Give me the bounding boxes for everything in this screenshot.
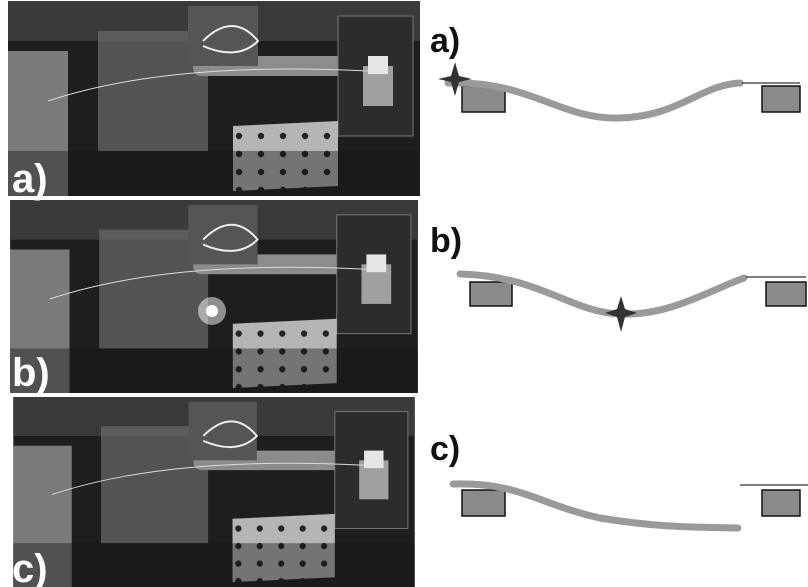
photo — [10, 200, 418, 393]
photo — [13, 397, 414, 587]
support — [462, 490, 505, 516]
photo-label: b) — [12, 351, 50, 395]
diagram-label: c) — [430, 430, 460, 468]
diagram-label: a) — [430, 22, 460, 60]
photo — [8, 1, 420, 196]
support — [470, 282, 512, 306]
photo-label: a) — [12, 157, 48, 201]
spark — [206, 305, 218, 317]
support — [762, 490, 800, 516]
support — [762, 86, 800, 112]
support — [766, 282, 806, 306]
diagram-label: b) — [430, 222, 462, 260]
break-point — [605, 296, 637, 332]
photo-label: c) — [12, 547, 48, 587]
figure: a) b) c) a) b) c) — [0, 0, 808, 587]
